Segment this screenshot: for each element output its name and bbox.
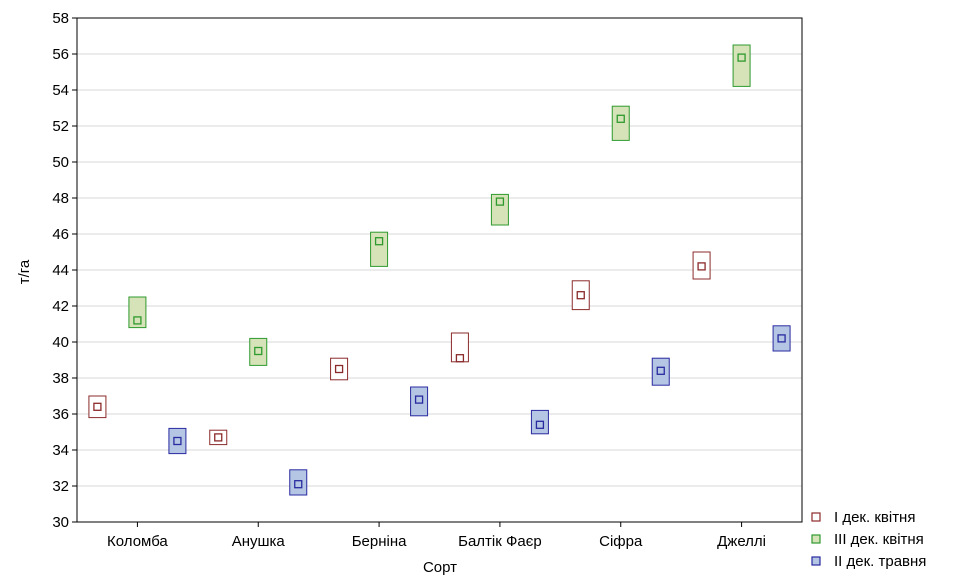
legend-marker: [811, 534, 821, 544]
mean-point: [374, 237, 384, 246]
mean-point: [777, 334, 786, 343]
y-tick-label: 58: [52, 10, 69, 27]
legend: I дек. квітня III дек. квітня II дек. трав…: [811, 509, 926, 570]
x-tick-label: Сіфра: [599, 533, 643, 550]
legend-label: II дек. травня: [834, 553, 926, 570]
mean-point: [334, 364, 344, 374]
legend-label: I дек. квітня: [834, 509, 915, 526]
confidence-box: [128, 296, 147, 329]
mean-point: [93, 402, 102, 411]
y-tick-label: 54: [52, 82, 69, 99]
y-tick-label: 42: [52, 298, 69, 315]
x-tick-label: Коломба: [107, 533, 168, 550]
y-tick-label: 40: [52, 334, 69, 351]
confidence-box: [370, 231, 389, 267]
y-tick-label: 46: [52, 226, 69, 243]
data-marks: [88, 44, 791, 496]
x-tick-label: Балтік Фаєр: [458, 533, 542, 550]
x-axis: Коломба Анушка Берніна Балтік Фаєр Сіфра Джел…: [107, 522, 766, 550]
y-tick-label: 56: [52, 46, 69, 63]
mean-point: [495, 197, 505, 206]
mean-point: [173, 436, 182, 446]
y-tick-label: 36: [52, 406, 69, 423]
y-tick-label: 44: [52, 262, 69, 279]
y-tick-label: 30: [52, 514, 69, 531]
mean-point: [414, 395, 424, 404]
x-tick-label: Анушка: [232, 533, 286, 550]
legend-marker: [811, 512, 821, 522]
legend-label: III дек. квітня: [834, 531, 924, 548]
y-tick-label: 32: [52, 478, 69, 495]
mean-point: [576, 291, 585, 300]
mean-point: [254, 346, 263, 356]
x-axis-title: Сорт: [423, 559, 457, 576]
y-axis: 30 32 34 36 38 40 42 44 46 48 50 52 54 56 58: [52, 10, 77, 531]
mean-point: [737, 53, 746, 62]
mean-point: [294, 480, 303, 489]
mean-point: [455, 354, 465, 363]
mean-point: [656, 366, 665, 375]
confidence-box: [732, 44, 751, 87]
y-tick-label: 50: [52, 154, 69, 171]
x-tick-label: Джеллі: [717, 533, 766, 550]
x-tick-label: Берніна: [352, 533, 407, 550]
mean-point: [535, 420, 545, 429]
y-tick-label: 34: [52, 442, 69, 459]
confidence-box: [490, 193, 509, 226]
mean-point: [697, 262, 706, 271]
y-axis-title: т/га: [16, 259, 33, 284]
mean-point: [133, 316, 142, 325]
y-tick-label: 38: [52, 370, 69, 387]
y-tick-label: 52: [52, 118, 69, 135]
legend-marker: [811, 556, 821, 566]
mean-point: [616, 114, 625, 123]
confidence-box: [611, 105, 630, 141]
y-tick-label: 48: [52, 190, 69, 207]
gridlines: [77, 53, 802, 487]
mean-point: [214, 433, 223, 442]
